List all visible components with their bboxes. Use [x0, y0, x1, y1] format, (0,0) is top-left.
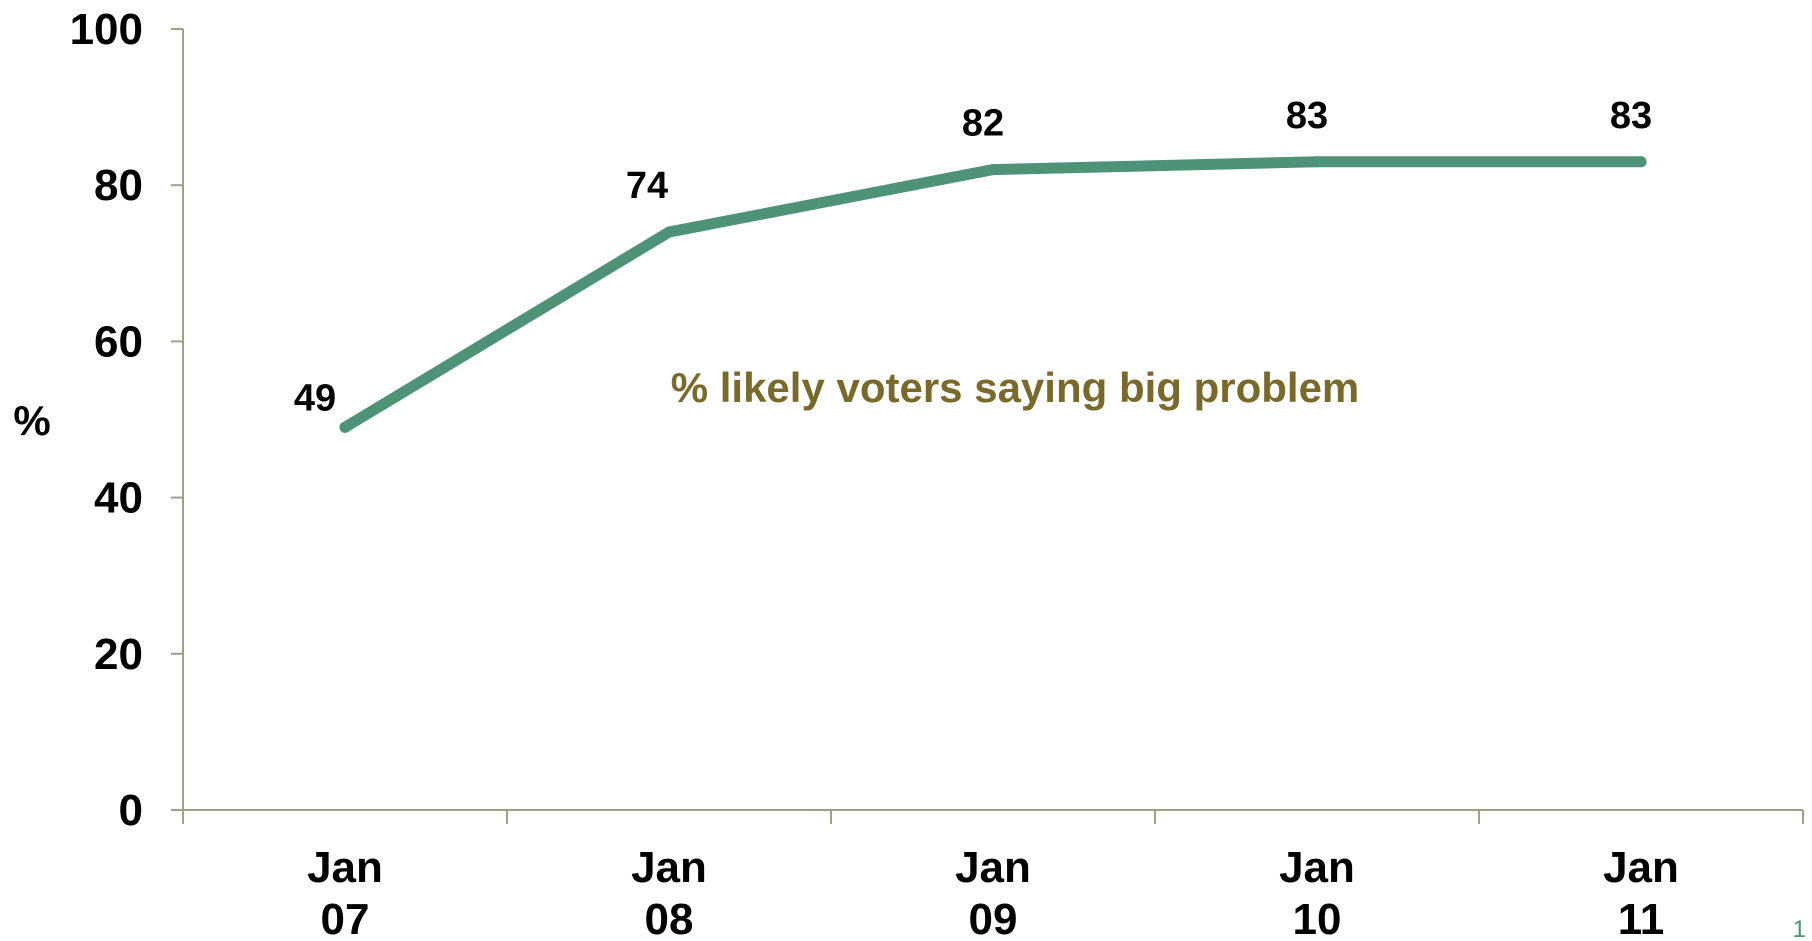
data-point: [987, 164, 999, 176]
data-point: [1635, 156, 1647, 168]
data-label: 82: [962, 103, 1004, 145]
x-tick-label: Jan 07: [307, 843, 383, 941]
data-label: 74: [626, 165, 668, 207]
y-tick-label: 60: [94, 317, 143, 366]
y-tick-label: 80: [94, 161, 143, 210]
y-tick-label: 0: [119, 786, 143, 835]
series-group: [339, 156, 1647, 433]
data-label: 83: [1610, 95, 1652, 137]
data-point: [339, 421, 351, 433]
chart-annotation: % likely voters saying big problem: [671, 364, 1360, 411]
x-tick-label: Jan 08: [631, 843, 707, 941]
data-labels: 49 74 82 83 83: [294, 95, 1652, 420]
data-point: [1311, 156, 1323, 168]
page-number: 1: [1793, 916, 1806, 941]
data-label: 83: [1286, 95, 1328, 137]
x-tick-label: Jan 10: [1279, 843, 1355, 941]
data-label: 49: [294, 377, 336, 419]
chart-axes: [182, 29, 1803, 824]
y-tick-label: 40: [94, 474, 143, 523]
x-tick-label: Jan 11: [1603, 843, 1679, 941]
y-axis-ticks: 0 20 40 60 80 100: [70, 5, 183, 835]
x-tick-label: Jan 09: [955, 843, 1031, 941]
y-tick-label: 20: [94, 630, 143, 679]
y-axis-label: %: [13, 397, 50, 444]
data-point: [663, 226, 675, 238]
x-axis-ticks: Jan 07 Jan 08 Jan 09 Jan 10 Jan 11: [182, 810, 1804, 941]
y-tick-label: 100: [70, 5, 143, 54]
